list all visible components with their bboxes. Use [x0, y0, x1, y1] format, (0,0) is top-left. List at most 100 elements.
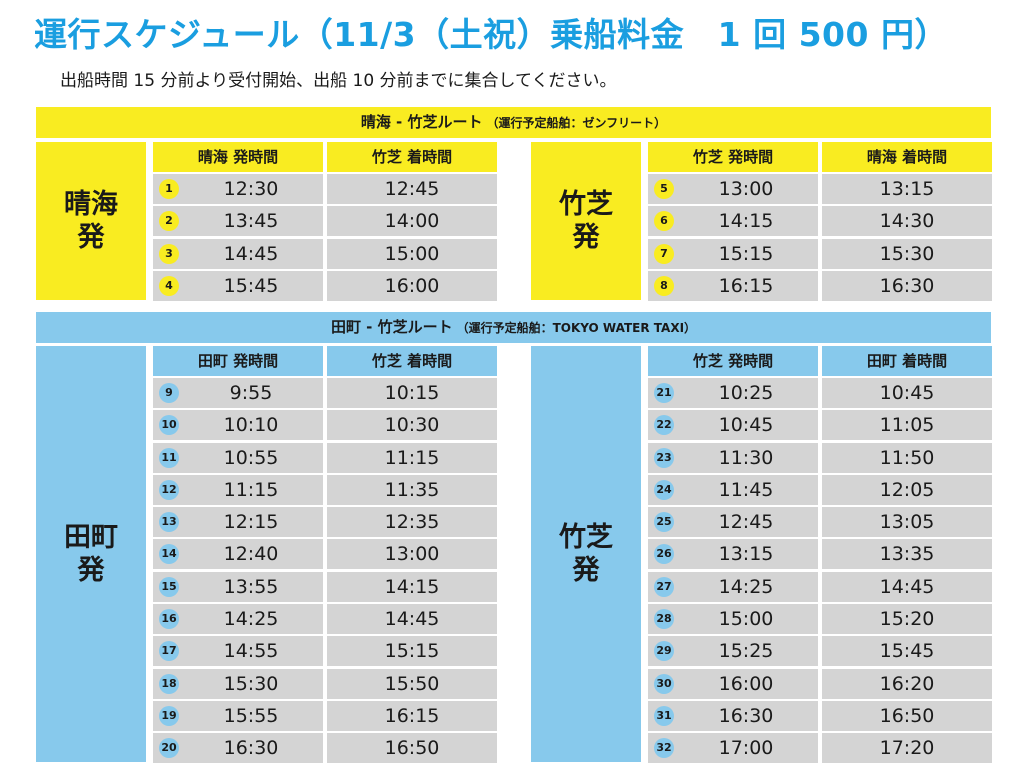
timetable-takeshiba-departure-to-harumi: 竹芝 発時間 晴海 着時間 5 13:00 13:15 6 14:15 14:30 7 15:…: [648, 142, 992, 303]
departure-cell: 30 16:00: [648, 668, 818, 699]
table-row: 17 14:55 15:15: [153, 636, 497, 667]
table-rows: 21 10:25 10:45 22 10:45 11:05 23 11:30 11:50 24 11…: [648, 378, 992, 764]
table-rows: 9 9:55 10:15 10 10:10 10:30 11 10:55 11:15 12 11:1…: [153, 378, 497, 764]
trip-number-badge: 5: [654, 179, 674, 199]
trip-number-badge: 31: [654, 705, 674, 726]
arrival-time: 17:20: [822, 733, 992, 764]
trip-number-badge: 11: [159, 447, 179, 468]
arrival-time: 16:15: [327, 700, 497, 731]
departure-cell: 2 13:45: [153, 206, 323, 237]
trip-number-badge: 26: [654, 544, 674, 565]
trip-number-badge: 32: [654, 738, 674, 759]
departure-time: 10:55: [223, 446, 279, 469]
trip-number-badge: 30: [654, 673, 674, 694]
departure-cell: 26 13:15: [648, 539, 818, 570]
arrival-time: 14:45: [327, 604, 497, 635]
table-row: 32 17:00 17:20: [648, 733, 992, 764]
departure-time: 14:45: [223, 242, 279, 265]
departure-cell: 15 13:55: [153, 571, 323, 602]
arrival-time: 14:30: [822, 206, 992, 237]
departure-cell: 11 10:55: [153, 442, 323, 473]
table-row: 19 15:55 16:15: [153, 700, 497, 731]
arrival-time: 13:15: [822, 174, 992, 204]
trip-number-badge: 1: [159, 179, 179, 199]
table-row: 18 15:30 15:50: [153, 668, 497, 699]
arrival-time: 13:05: [822, 507, 992, 538]
trip-number-badge: 16: [159, 609, 179, 630]
arrival-time: 15:30: [822, 238, 992, 269]
departure-time: 13:00: [718, 178, 774, 200]
table-row: 23 11:30 11:50: [648, 442, 992, 473]
departure-time: 15:30: [223, 672, 279, 695]
departure-cell: 20 16:30: [153, 733, 323, 764]
departure-time: 11:15: [223, 478, 279, 501]
departure-time: 16:30: [223, 737, 279, 760]
arrival-time: 16:50: [822, 700, 992, 731]
column-header-arrival: 竹芝 着時間: [327, 346, 497, 376]
table-row: 27 14:25 14:45: [648, 571, 992, 602]
table-rows: 1 12:30 12:45 2 13:45 14:00 3 14:45 15:00 4 15:45 1…: [153, 174, 497, 301]
trip-number-badge: 14: [159, 544, 179, 565]
departure-time: 16:15: [718, 274, 774, 297]
page-title: 運行スケジュール（11/3（土祝）乗船料金 1 回 500 円）: [34, 15, 948, 54]
table-row: 9 9:55 10:15: [153, 378, 497, 408]
timetable-takeshiba-departure-to-tamachi: 竹芝 発時間 田町 着時間 21 10:25 10:45 22 10:45 11:05 23…: [648, 346, 992, 766]
trip-number-badge: 3: [159, 243, 179, 264]
table-row: 21 10:25 10:45: [648, 378, 992, 408]
vessel-note: （運行予定船舶：TOKYO WATER TAXI）: [456, 321, 697, 335]
table-row: 12 11:15 11:35: [153, 474, 497, 505]
trip-number-badge: 13: [159, 512, 179, 533]
table-header: 竹芝 発時間 晴海 着時間: [648, 142, 992, 172]
timetable-tamachi-departure: 田町 発時間 竹芝 着時間 9 9:55 10:15 10 10:10 10:30 11 10…: [153, 346, 497, 766]
trip-number-badge: 19: [159, 705, 179, 726]
column-header-departure: 竹芝 発時間: [648, 142, 818, 172]
table-row: 20 16:30 16:50: [153, 733, 497, 764]
table-row: 30 16:00 16:20: [648, 668, 992, 699]
departure-cell: 12 11:15: [153, 474, 323, 505]
arrival-time: 11:35: [327, 474, 497, 505]
table-row: 25 12:45 13:05: [648, 507, 992, 538]
arrival-time: 16:00: [327, 270, 497, 301]
departure-time: 15:00: [718, 608, 774, 631]
table-row: 26 13:15 13:35: [648, 539, 992, 570]
trip-number-badge: 15: [159, 576, 179, 597]
trip-number-badge: 27: [654, 576, 674, 597]
departure-time: 11:45: [718, 478, 774, 501]
arrival-time: 13:00: [327, 539, 497, 570]
departure-time: 11:30: [718, 446, 774, 469]
arrival-time: 16:30: [822, 270, 992, 301]
departure-time: 13:55: [223, 575, 279, 598]
trip-number-badge: 10: [159, 415, 179, 436]
trip-number-badge: 7: [654, 243, 674, 264]
departure-time: 12:40: [223, 543, 279, 566]
departure-time: 10:25: [718, 382, 774, 404]
arrival-time: 15:15: [327, 636, 497, 667]
arrival-time: 13:35: [822, 539, 992, 570]
table-row: 8 16:15 16:30: [648, 270, 992, 301]
table-row: 6 14:15 14:30: [648, 206, 992, 237]
table-row: 2 13:45 14:00: [153, 206, 497, 237]
trip-number-badge: 29: [654, 641, 674, 662]
arrival-time: 14:00: [327, 206, 497, 237]
trip-number-badge: 23: [654, 447, 674, 468]
departure-time: 16:00: [718, 672, 774, 695]
page-subtitle: 出船時間 15 分前より受付開始、出船 10 分前までに集合してください。: [60, 71, 617, 91]
departure-cell: 25 12:45: [648, 507, 818, 538]
arrival-time: 12:45: [327, 174, 497, 204]
departure-cell: 10 10:10: [153, 410, 323, 441]
departure-time: 14:55: [223, 640, 279, 663]
table-row: 16 14:25 14:45: [153, 604, 497, 635]
departure-cell: 29 15:25: [648, 636, 818, 667]
departure-cell: 23 11:30: [648, 442, 818, 473]
trip-number-badge: 17: [159, 641, 179, 662]
departure-time: 13:15: [718, 543, 774, 566]
trip-number-badge: 9: [159, 383, 179, 403]
arrival-time: 10:45: [822, 378, 992, 408]
column-header-arrival: 田町 着時間: [822, 346, 992, 376]
departure-time: 14:25: [223, 608, 279, 631]
column-header-arrival: 晴海 着時間: [822, 142, 992, 172]
departure-cell: 32 17:00: [648, 733, 818, 764]
trip-number-badge: 21: [654, 383, 674, 403]
arrival-time: 16:20: [822, 668, 992, 699]
departure-cell: 7 15:15: [648, 238, 818, 269]
